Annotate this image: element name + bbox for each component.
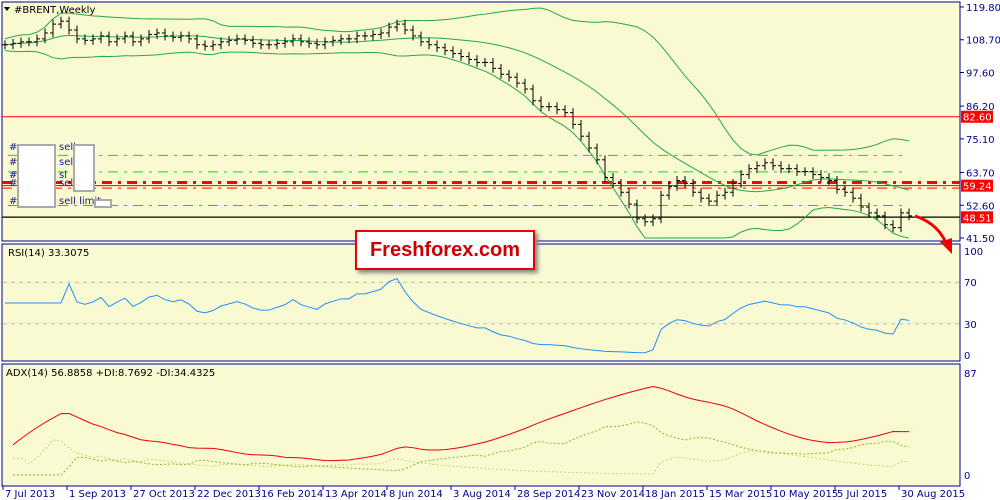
price-tick-label: 86.20 (966, 102, 995, 113)
date-tick-label: 22 Dec 2013 (197, 489, 261, 500)
price-tick-label: 97.60 (966, 68, 995, 79)
symbol-title: #BRENT,Weekly (14, 5, 95, 16)
adx-label: ADX(14) 56.8858 +DI:8.7692 -DI:34.4325 (6, 368, 215, 379)
price-tick-label: 75.10 (966, 135, 995, 146)
adx-line (12, 386, 910, 462)
rsi-tick-label: 100 (964, 247, 983, 258)
order-type: sl (59, 170, 67, 181)
date-tick-label: 13 Apr 2014 (325, 489, 387, 500)
date-tick-label: 27 Oct 2013 (133, 489, 195, 500)
date-tick-label: 16 Feb 2014 (261, 489, 323, 500)
price-tick-label: 41.50 (966, 234, 995, 245)
bb-middle-line (4, 34, 910, 193)
date-tick-label: 15 Mar 2015 (709, 489, 772, 500)
date-tick-label: 10 May 2015 (773, 489, 838, 500)
price-tick-label: 63.70 (966, 169, 995, 180)
rsi-tick-label: 30 (964, 320, 977, 331)
order-type: sell (59, 178, 76, 189)
price-tick-label: 108.70 (966, 36, 1000, 47)
date-tick-label: 18 Jan 2015 (645, 489, 705, 500)
date-tick-label: 30 Aug 2015 (901, 489, 965, 500)
date-tick-label: 5 Jul 2015 (837, 489, 887, 500)
price-tick-label: 119.80 (966, 3, 1000, 14)
adx-pane (1, 363, 961, 487)
price-label-box (961, 211, 993, 224)
order-info-box (73, 144, 95, 192)
price-tick-label: 52.60 (966, 201, 995, 212)
price-label: 82.60 (963, 113, 992, 124)
rsi-tick-label: 70 (964, 278, 977, 289)
price-label-box (961, 179, 993, 192)
order-type: sell limit (59, 196, 101, 207)
order-hash: # (9, 196, 17, 207)
adx-tick-label: 0 (964, 471, 970, 482)
order-type: sell (59, 142, 76, 153)
date-tick-label: 23 Nov 2014 (581, 489, 645, 500)
adx-tick-label: 87 (964, 369, 977, 380)
price-label-box (961, 110, 993, 123)
price-label: 59.24 (963, 182, 992, 193)
date-tick-label: 3 Aug 2014 (453, 489, 511, 500)
date-tick-label: 8 Jun 2014 (389, 489, 443, 500)
rsi-line (5, 278, 910, 354)
order-hash: # (9, 178, 17, 189)
order-hash: # (9, 170, 17, 181)
bb-upper-line (4, 7, 910, 156)
order-info-box (17, 144, 56, 208)
freshforex-banner[interactable]: Freshforex.com (355, 230, 535, 270)
order-hash: # (9, 142, 17, 153)
order-info-box (94, 199, 112, 208)
date-tick-label: 28 Sep 2014 (517, 489, 580, 500)
bb-lower-line (4, 50, 910, 239)
date-tick-label: 7 Jul 2013 (5, 489, 55, 500)
date-tick-label: 1 Sep 2013 (69, 489, 126, 500)
arrow-head-icon (940, 238, 952, 254)
dropdown-triangle-icon[interactable] (4, 7, 10, 11)
price-label: 48.51 (963, 213, 992, 224)
order-hash: # (9, 157, 17, 168)
order-type: sell (59, 157, 76, 168)
minus-di-line (13, 421, 910, 476)
rsi-tick-label: 0 (964, 351, 970, 362)
rsi-label: RSI(14) 33.3075 (8, 248, 89, 259)
